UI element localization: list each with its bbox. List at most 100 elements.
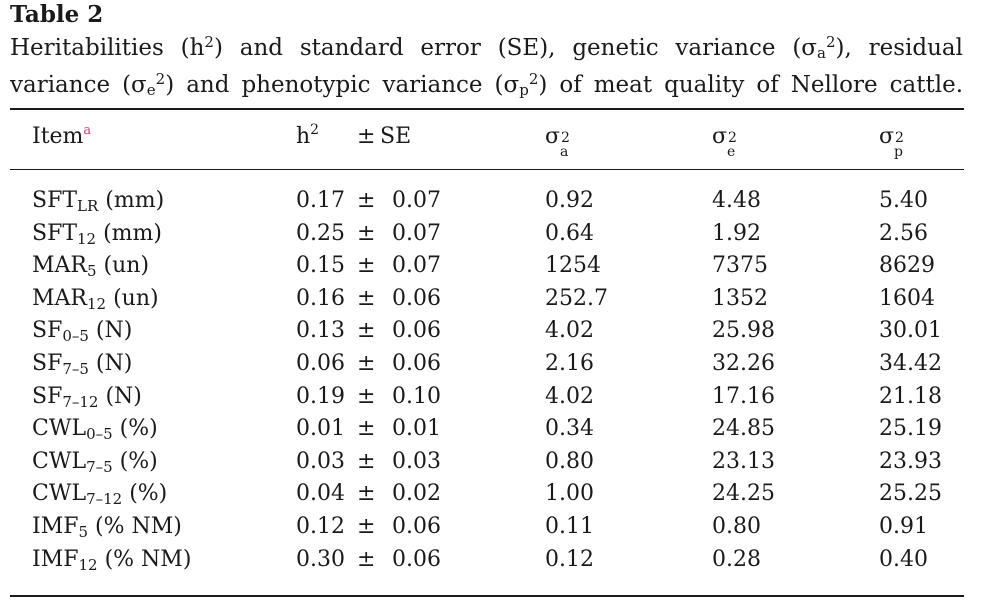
cell-genetic-variance: 0.12 [545, 546, 594, 572]
table-row: CWL0–5 (%) 0.01 ± 0.01 0.34 24.85 25.19 [0, 413, 991, 446]
item-name: CWL [32, 416, 87, 442]
item-name: MAR [32, 285, 87, 311]
cell-plus-minus: ± [357, 416, 376, 442]
item-subscript: 7–5 [62, 359, 89, 378]
cell-standard-error: 0.06 [392, 546, 441, 572]
header-h-label: h [296, 124, 311, 149]
cell-item: CWL7–12 (%) [32, 478, 167, 511]
caption-superscript: 2 [528, 70, 539, 88]
item-subscript: 12 [78, 555, 98, 574]
table-row: IMF12 (% NM) 0.30 ± 0.06 0.12 0.28 0.40 [0, 544, 991, 577]
cell-genetic-variance: 0.34 [545, 416, 594, 442]
cell-item: MAR5 (un) [32, 250, 149, 283]
item-unit: (N) [98, 383, 142, 409]
header-subscript: e [727, 144, 736, 160]
cell-item: SF7–5 (N) [32, 348, 132, 381]
caption-superscript: 2 [204, 33, 214, 51]
cell-residual-variance: 32.26 [712, 350, 775, 376]
item-unit: (un) [96, 253, 150, 279]
cell-residual-variance: 7375 [712, 253, 768, 279]
header-item-label: Item [32, 124, 84, 149]
item-subscript: 5 [86, 262, 97, 281]
table-label: Table 2 [10, 1, 104, 28]
item-unit: (mm) [96, 220, 162, 246]
cell-residual-variance: 1.92 [712, 220, 761, 246]
cell-item: CWL7–5 (%) [32, 446, 158, 479]
cell-genetic-variance: 0.92 [545, 188, 594, 213]
cell-standard-error: 0.07 [392, 253, 441, 279]
caption-text: Heritabilities (h [10, 35, 205, 61]
cell-phenotypic-variance: 25.25 [879, 481, 942, 507]
cell-plus-minus: ± [357, 546, 376, 572]
item-name: CWL [32, 448, 87, 474]
caption-subscript: p [519, 81, 529, 99]
header-superscript: 2 [728, 130, 737, 146]
item-subscript: 0–5 [62, 327, 89, 346]
item-unit: (%) [122, 481, 168, 507]
table-header-rule [10, 169, 964, 170]
cell-standard-error: 0.02 [392, 481, 441, 507]
caption-text: ) and standard error (SE), genetic varia… [213, 35, 817, 61]
cell-standard-error: 0.06 [392, 513, 441, 539]
cell-genetic-variance: 0.80 [545, 448, 594, 474]
header-superscript: 2 [310, 122, 320, 138]
item-subscript: 12 [77, 229, 97, 248]
cell-heritability: 0.03 [296, 448, 345, 474]
header-superscript: 2 [561, 130, 570, 146]
cell-residual-variance: 4.48 [712, 188, 761, 213]
cell-plus-minus: ± [357, 350, 376, 376]
table-row: CWL7–12 (%) 0.04 ± 0.02 1.00 24.25 25.25 [0, 478, 991, 511]
cell-plus-minus: ± [357, 285, 376, 311]
caption-text: variance (σ [10, 72, 147, 98]
cell-heritability: 0.01 [296, 416, 345, 442]
header-superscript: 2 [895, 130, 904, 146]
cell-heritability: 0.06 [296, 350, 345, 376]
header-item: Itema [32, 122, 91, 155]
table-top-rule [10, 108, 964, 110]
cell-phenotypic-variance: 0.40 [879, 546, 928, 572]
caption-subscript: a [817, 44, 826, 62]
cell-standard-error: 0.07 [392, 188, 441, 213]
item-unit: (%) [112, 416, 158, 442]
cell-item: SFTLR (mm) [32, 185, 164, 218]
footnote-link[interactable]: a [83, 123, 92, 138]
cell-residual-variance: 24.85 [712, 416, 775, 442]
cell-plus-minus: ± [357, 220, 376, 246]
cell-residual-variance: 17.16 [712, 383, 775, 409]
item-unit: (% NM) [97, 546, 192, 572]
cell-plus-minus: ± [357, 448, 376, 474]
item-name: CWL [32, 481, 87, 507]
cell-standard-error: 0.06 [392, 350, 441, 376]
table-bottom-rule [10, 595, 964, 597]
cell-plus-minus: ± [357, 253, 376, 279]
cell-residual-variance: 23.13 [712, 448, 775, 474]
caption-text: ) of meat quality of Nellore cattle. [538, 72, 963, 98]
caption-superscript: 2 [155, 70, 166, 88]
item-subscript: 0–5 [86, 425, 113, 444]
cell-item: MAR12 (un) [32, 283, 159, 316]
table-row: MAR5 (un) 0.15 ± 0.07 1254 7375 8629 [0, 250, 991, 283]
item-name: SF [32, 350, 63, 376]
item-name: SF [32, 383, 63, 409]
cell-phenotypic-variance: 34.42 [879, 350, 942, 376]
item-unit: (N) [88, 350, 133, 376]
item-name: SF [32, 318, 63, 344]
header-subscript: a [560, 144, 569, 160]
cell-phenotypic-variance: 5.40 [879, 188, 928, 213]
cell-standard-error: 0.06 [392, 285, 441, 311]
cell-residual-variance: 1352 [712, 285, 768, 311]
cell-residual-variance: 24.25 [712, 481, 775, 507]
item-subscript: 12 [86, 294, 107, 313]
cell-phenotypic-variance: 21.18 [879, 383, 942, 409]
cell-item: IMF12 (% NM) [32, 544, 191, 577]
item-subscript: 7–5 [86, 457, 113, 476]
item-name: SFT [32, 220, 78, 246]
cell-heritability: 0.30 [296, 546, 345, 572]
item-subscript: 7–12 [62, 392, 99, 411]
item-unit: (N) [88, 318, 133, 344]
table-row: SF0–5 (N) 0.13 ± 0.06 4.02 25.98 30.01 [0, 315, 991, 348]
